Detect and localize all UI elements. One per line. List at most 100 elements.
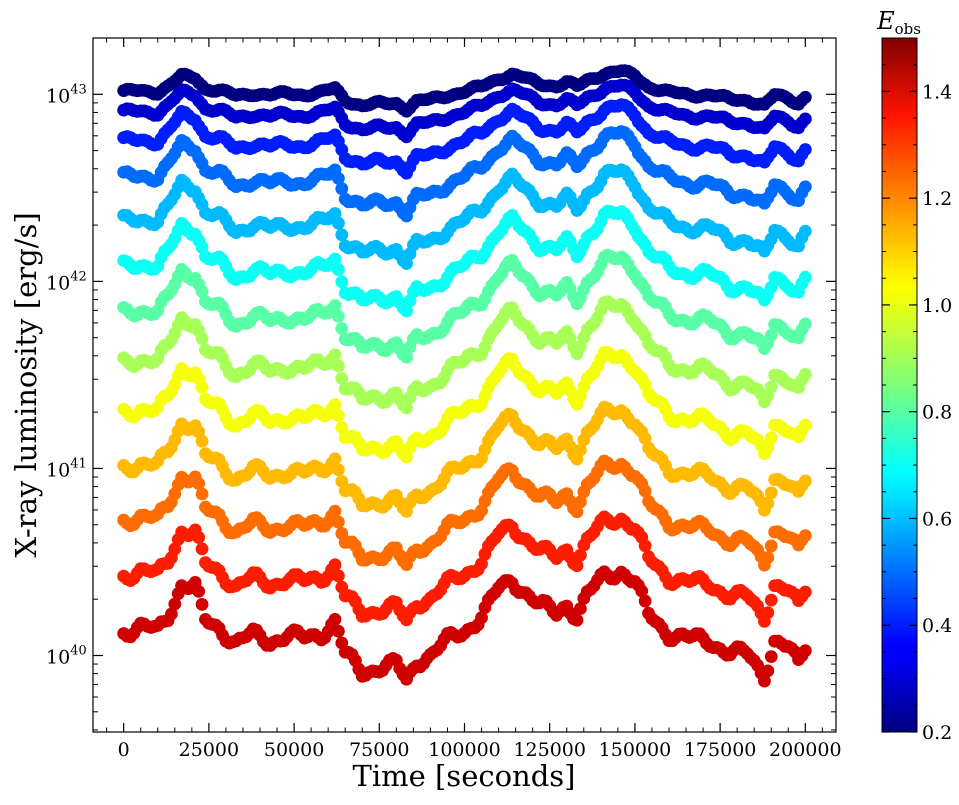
series-E-0.4	[117, 98, 812, 180]
colorbar-tick-label: 0.2	[922, 722, 952, 744]
data-point	[798, 112, 812, 126]
data-point	[638, 431, 652, 445]
data-point	[573, 443, 587, 457]
series-E-1.3	[117, 510, 812, 628]
data-point	[638, 594, 652, 608]
colorbar-title-base: E	[876, 7, 895, 35]
data-point	[335, 322, 349, 335]
data-point	[328, 558, 342, 572]
data-point	[400, 304, 413, 318]
colorbar-tick-label: 1.2	[922, 188, 952, 210]
data-point	[798, 418, 812, 432]
data-point	[635, 584, 649, 598]
y-axis-title: X-ray luminosity [erg/s]	[9, 212, 43, 557]
series-E-0.5	[117, 125, 812, 223]
colorbar-tick-label: 0.6	[922, 508, 952, 530]
data-point	[570, 613, 584, 627]
data-point	[761, 496, 775, 510]
x-tick-label: 0	[118, 739, 130, 761]
data-point	[573, 389, 587, 403]
data-point	[764, 431, 778, 445]
data-point	[798, 224, 812, 238]
y-tick-base: 10	[46, 85, 70, 107]
x-tick-label: 50000	[264, 739, 324, 761]
series-E-0.9	[117, 295, 812, 415]
data-point	[192, 477, 206, 491]
data-point	[764, 328, 778, 342]
plot-area	[117, 64, 812, 688]
data-point	[798, 529, 812, 543]
y-tick-exponent: 41	[70, 456, 87, 471]
data-point	[570, 559, 584, 573]
data-point	[195, 597, 209, 611]
data-point	[331, 409, 345, 423]
data-point	[195, 487, 209, 501]
colorbar-gradient	[881, 37, 918, 733]
data-point	[331, 463, 345, 477]
data-point	[761, 664, 775, 678]
data-point	[798, 180, 812, 194]
data-point	[164, 607, 178, 621]
data-point	[328, 452, 342, 466]
data-point	[573, 495, 587, 509]
series-E-0.6	[117, 163, 812, 270]
data-point	[400, 257, 413, 270]
data-point	[328, 207, 342, 220]
data-point	[764, 380, 778, 394]
data-point	[331, 359, 345, 373]
colorbar-title: Eobs	[876, 7, 921, 38]
data-point	[328, 504, 342, 518]
data-point	[475, 557, 488, 571]
colorbar-tick-label: 0.4	[922, 615, 952, 637]
y-tick-base: 10	[46, 647, 70, 669]
data-point	[798, 474, 812, 488]
data-point	[798, 90, 812, 104]
x-axis: 0 25000 50000 75000 100000 125000 150000 175000…	[106, 38, 842, 761]
data-point	[328, 299, 342, 312]
data-point	[335, 421, 349, 435]
y-tick-label: 1041	[46, 456, 87, 481]
data-point	[331, 171, 345, 185]
y-tick-exponent: 40	[70, 644, 87, 659]
y-tick-exponent: 42	[70, 269, 87, 284]
data-point	[761, 440, 775, 454]
data-point	[761, 551, 775, 564]
data-point	[638, 484, 652, 498]
data-point	[400, 350, 413, 364]
data-point	[192, 531, 206, 544]
data-point	[328, 348, 342, 362]
data-point	[195, 332, 209, 345]
data-point	[331, 216, 345, 230]
data-point	[335, 182, 349, 196]
series-E-1	[117, 345, 812, 464]
data-point	[335, 372, 349, 385]
data-point	[400, 401, 413, 415]
data-point	[758, 674, 771, 688]
data-point	[195, 285, 209, 298]
y-tick-label: 1040	[46, 644, 87, 669]
data-point	[328, 252, 342, 266]
x-tick-label: 125000	[513, 739, 586, 761]
data-point	[573, 602, 587, 616]
data-point	[573, 548, 587, 562]
data-point	[195, 434, 209, 448]
data-point	[798, 644, 812, 658]
data-point	[195, 381, 209, 394]
data-point	[331, 263, 345, 276]
data-point	[764, 539, 778, 553]
y-tick-label: 1043	[46, 82, 87, 107]
series-E-0.8	[117, 248, 812, 364]
series-E-1.2	[117, 454, 812, 572]
x-tick-label: 175000	[684, 739, 757, 761]
data-point	[475, 611, 488, 625]
x-tick-label: 150000	[599, 739, 672, 761]
colorbar: 0.2 0.4 0.6 0.8 1.0 1.2 1.4 Eobs	[876, 7, 952, 744]
data-point	[331, 515, 345, 529]
data-point	[192, 584, 206, 598]
data-point	[798, 585, 812, 599]
colorbar-tick-label: 0.8	[922, 402, 952, 424]
data-point	[798, 143, 812, 156]
data-point	[331, 624, 345, 638]
colorbar-tick-label: 1.4	[922, 81, 952, 103]
